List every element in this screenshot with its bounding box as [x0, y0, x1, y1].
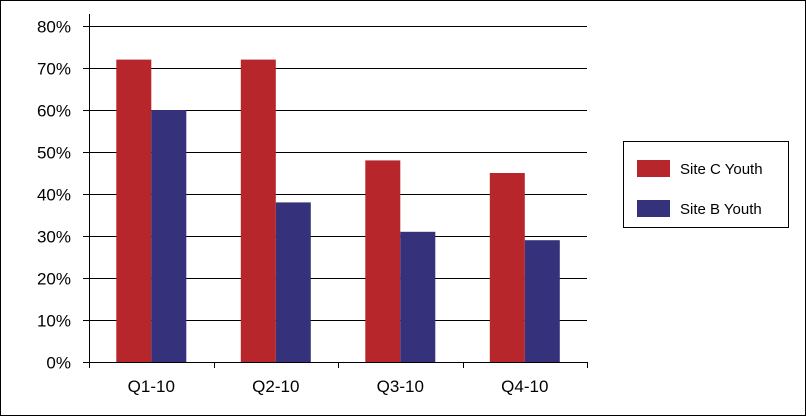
- bar-site-b-youth-q2-10: [275, 202, 311, 362]
- y-tick-label: 30%: [37, 228, 71, 247]
- y-tick-label: 70%: [37, 60, 71, 79]
- y-tick-label: 10%: [37, 312, 71, 331]
- y-tick-label: 60%: [37, 102, 71, 121]
- bar-site-b-youth-q4-10: [524, 240, 560, 362]
- y-tick-label: 50%: [37, 144, 71, 163]
- x-tick-label: Q2-10: [252, 377, 299, 396]
- bar-site-c-youth-q1-10: [116, 59, 152, 362]
- legend-swatch-site-b-youth: [637, 200, 670, 217]
- axes: [83, 14, 588, 368]
- bar-site-c-youth-q3-10: [365, 160, 401, 362]
- legend-swatch-site-c-youth: [637, 160, 670, 177]
- x-tick-label: Q1-10: [128, 377, 175, 396]
- y-tick-label: 0%: [46, 354, 71, 373]
- x-tick-labels: Q1-10 Q2-10 Q3-10 Q4-10: [128, 377, 549, 396]
- x-tick-label: Q4-10: [501, 377, 548, 396]
- bar-site-c-youth-q4-10: [489, 173, 525, 362]
- x-tick-label: Q3-10: [377, 377, 424, 396]
- legend-label: Site C Youth: [680, 161, 763, 178]
- bar-site-b-youth-q1-10: [151, 110, 187, 362]
- bars: [116, 59, 560, 362]
- bar-site-b-youth-q3-10: [400, 231, 436, 362]
- y-tick-labels: 0% 10% 20% 30% 40% 50% 60% 70% 80%: [37, 18, 71, 373]
- y-tick-label: 80%: [37, 18, 71, 37]
- legend-label: Site B Youth: [680, 201, 762, 218]
- legend: Site C Youth Site B Youth: [623, 141, 789, 228]
- bar-site-c-youth-q2-10: [240, 59, 276, 362]
- y-tick-label: 40%: [37, 186, 71, 205]
- y-tick-label: 20%: [37, 270, 71, 289]
